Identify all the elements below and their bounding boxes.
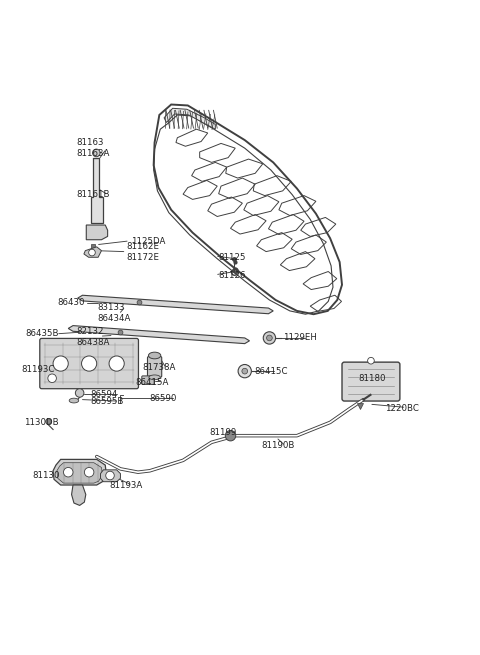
Text: 81163
81163A: 81163 81163A	[76, 138, 110, 159]
Polygon shape	[72, 485, 86, 506]
Ellipse shape	[149, 375, 160, 380]
Polygon shape	[164, 108, 216, 129]
Polygon shape	[78, 295, 273, 314]
Polygon shape	[100, 470, 120, 481]
Circle shape	[266, 335, 272, 341]
Text: 1125DA: 1125DA	[131, 236, 165, 246]
Circle shape	[82, 356, 96, 371]
Polygon shape	[84, 247, 101, 257]
Text: 1220BC: 1220BC	[384, 403, 419, 413]
Polygon shape	[91, 158, 103, 223]
Circle shape	[53, 356, 68, 371]
Text: 86415A: 86415A	[136, 377, 169, 386]
Circle shape	[75, 388, 84, 397]
Polygon shape	[86, 225, 108, 240]
Text: 81162E
81172E: 81162E 81172E	[126, 242, 159, 261]
Text: 86595B: 86595B	[91, 398, 124, 407]
Circle shape	[263, 332, 276, 344]
FancyBboxPatch shape	[142, 376, 154, 384]
Text: 86415C: 86415C	[254, 367, 288, 376]
Polygon shape	[53, 459, 106, 485]
Text: 86590: 86590	[150, 394, 177, 403]
Text: 1130DB: 1130DB	[24, 418, 59, 427]
Circle shape	[238, 364, 252, 378]
Polygon shape	[68, 326, 250, 344]
Text: 81180: 81180	[359, 374, 386, 383]
Text: 81738A: 81738A	[143, 364, 176, 372]
Text: 81199: 81199	[209, 428, 237, 438]
Text: 81161B: 81161B	[76, 190, 110, 199]
Text: 81126: 81126	[219, 271, 246, 280]
Ellipse shape	[148, 352, 161, 359]
Circle shape	[63, 468, 73, 477]
Circle shape	[89, 249, 96, 256]
Circle shape	[48, 374, 56, 383]
FancyBboxPatch shape	[147, 356, 162, 377]
Text: 86435B: 86435B	[25, 329, 59, 338]
Text: 81193A: 81193A	[109, 481, 143, 489]
Circle shape	[84, 468, 94, 477]
Text: 81130: 81130	[32, 471, 60, 480]
Text: 81193C: 81193C	[22, 365, 55, 374]
Circle shape	[109, 356, 124, 371]
Text: 83133
86434A: 83133 86434A	[97, 303, 131, 324]
Text: 81190B: 81190B	[261, 441, 295, 450]
Text: 81125: 81125	[219, 253, 246, 262]
Ellipse shape	[69, 398, 79, 403]
Text: 86430: 86430	[57, 298, 85, 307]
FancyBboxPatch shape	[40, 339, 138, 388]
Polygon shape	[57, 462, 102, 483]
Text: 82132
86438A: 82132 86438A	[76, 327, 110, 347]
FancyBboxPatch shape	[342, 362, 400, 401]
Circle shape	[242, 368, 248, 374]
Circle shape	[225, 430, 236, 441]
Circle shape	[93, 149, 100, 157]
Text: 1129EH: 1129EH	[283, 333, 317, 343]
Text: 86594: 86594	[91, 390, 118, 400]
Circle shape	[368, 358, 374, 364]
Circle shape	[106, 471, 114, 480]
